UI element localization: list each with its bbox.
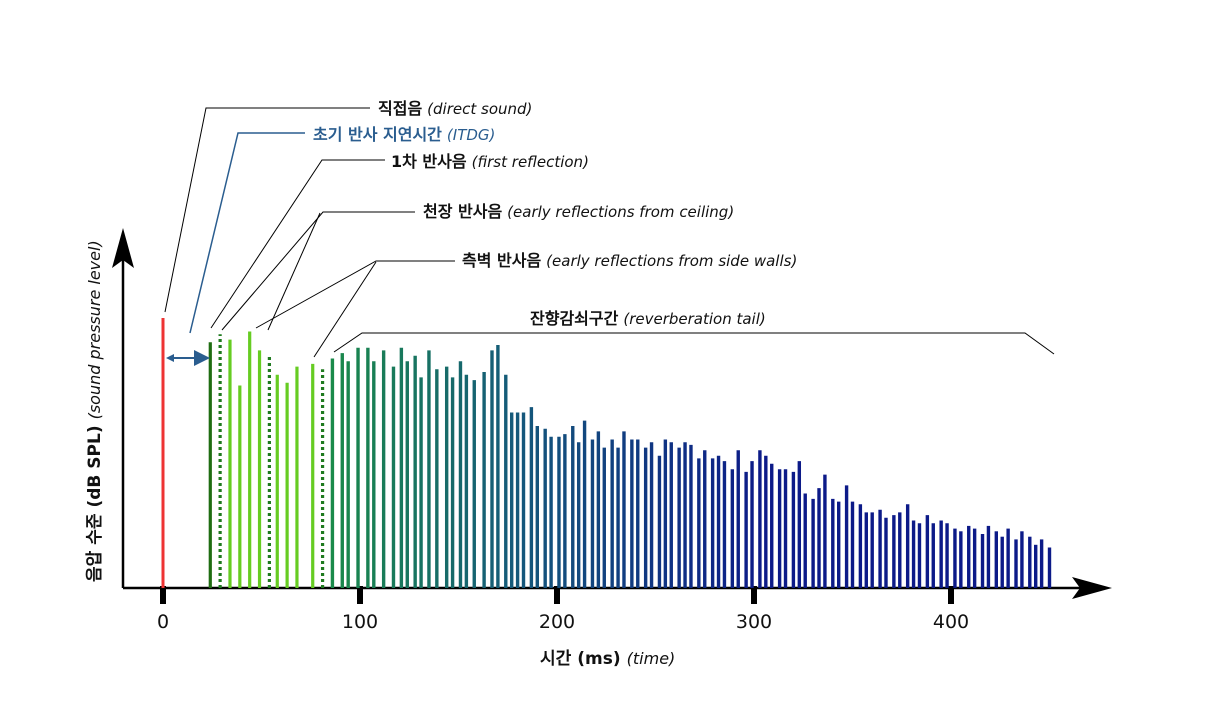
label-side-wall-reflections: 측벽 반사음 (early reflections from side walls… [462, 251, 797, 270]
reflection-bars [161, 318, 1052, 588]
x-tick-label: 200 [539, 611, 575, 633]
x-axis-ticks: 0 100 200 300 400 [157, 586, 969, 633]
x-tick-mark [948, 586, 954, 604]
y-axis-arrow-icon [112, 228, 134, 268]
itdg-interval [166, 350, 210, 366]
x-tick-mark [554, 586, 560, 604]
x-tick-label: 400 [933, 611, 969, 633]
x-tick-label: 0 [157, 611, 169, 633]
label-reverberation-tail: 잔향감쇠구간 (reverberation tail) [530, 309, 766, 328]
x-tick-label: 100 [342, 611, 378, 633]
leader-direct [164, 107, 370, 313]
leader-ceiling-a [221, 211, 415, 331]
y-axis-title: 음압 수준(dB SPL)(sound pressure level) [84, 240, 105, 582]
label-first-reflection: 1차 반사음 (first reflection) [391, 152, 589, 171]
axes: 0 100 200 300 400 [112, 228, 1112, 633]
leader-first [210, 159, 385, 329]
x-tick-mark [357, 586, 363, 604]
label-itdg: 초기 반사 지연시간 (ITDG) [313, 125, 495, 144]
x-tick-label: 300 [736, 611, 772, 633]
label-ceiling-reflections: 천장 반사음 (early reflections from ceiling) [423, 202, 734, 221]
leader-lines [164, 107, 1055, 358]
x-axis-arrow-icon [1072, 577, 1112, 599]
leader-tail [333, 332, 1055, 355]
x-tick-mark [751, 586, 757, 604]
x-axis-title: 시간 (ms) (time) [540, 649, 675, 669]
x-tick-mark [160, 586, 166, 604]
leader-side-a [255, 260, 455, 329]
label-direct-sound: 직접음 (direct sound) [378, 99, 532, 118]
itdg-arrow-left-icon [166, 354, 174, 362]
leader-side-b [313, 261, 377, 358]
leader-itdg [189, 132, 305, 334]
leader-ceiling-b [267, 212, 321, 331]
